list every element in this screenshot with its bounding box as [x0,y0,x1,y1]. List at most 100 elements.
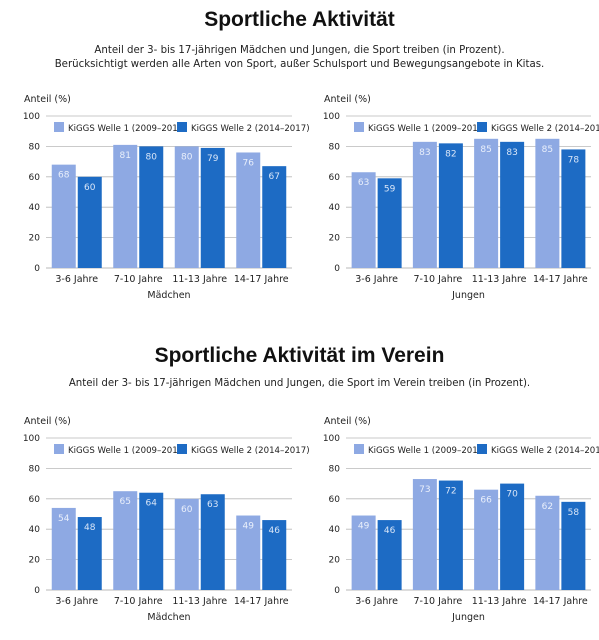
legend-swatch-welle1 [354,444,364,454]
bar-value-label: 54 [58,514,70,524]
bar-value-label: 76 [243,158,255,168]
y-axis-label: Anteil (%) [24,416,71,427]
legend-label-welle2: KiGGS Welle 2 (2014–2017) [491,124,599,134]
y-tick-label: 40 [29,525,41,535]
legend-label-welle2: KiGGS Welle 2 (2014–2017) [191,446,310,456]
legend-label-welle1: KiGGS Welle 1 (2009–2012) [68,124,187,134]
bar-value-label: 49 [243,522,255,532]
bar-welle2 [262,520,287,590]
legend-label-welle2: KiGGS Welle 2 (2014–2017) [191,124,310,134]
bar-value-label: 80 [181,152,193,162]
section-title-sportliche-aktivitaet: Sportliche Aktivität [204,8,395,31]
bar-value-label: 60 [181,505,193,515]
x-tick-label: 7-10 Jahre [413,274,462,285]
bar-welle1 [351,515,376,590]
bar-value-label: 60 [84,183,96,193]
y-tick-label: 100 [323,434,340,444]
legend-swatch-welle2 [477,122,487,132]
y-tick-label: 0 [34,586,40,596]
x-tick-label: 14-17 Jahre [533,274,588,285]
legend-swatch-welle1 [54,444,64,454]
bar-welle2 [77,517,102,590]
x-tick-label: 7-10 Jahre [413,596,462,607]
legend-background [50,442,288,456]
x-axis-label: Jungen [451,290,485,301]
bar-welle2 [77,176,102,268]
x-tick-label: 14-17 Jahre [533,596,588,607]
bar-welle2 [500,483,525,590]
bar-welle1 [535,138,560,268]
bar-welle2 [200,494,225,590]
chart-sport-maedchen: Anteil (%) 0 20 40 60 80 100 68 60 3-6 Jahre 81 80 7… [23,94,310,301]
bar-welle1 [51,164,76,268]
bar-welle1 [474,489,499,590]
bar-value-label: 59 [384,184,396,194]
bar-value-label: 65 [120,497,131,507]
legend-swatch-welle1 [354,122,364,132]
x-tick-label: 3-6 Jahre [55,596,98,607]
section-subtitle-sport-im-verein: Anteil der 3- bis 17-jährigen Mädchen un… [0,377,599,391]
y-tick-label: 80 [329,142,341,152]
bar-welle1 [412,479,437,590]
y-tick-label: 20 [29,234,41,244]
bar-welle2 [139,146,164,268]
bar-welle2 [377,520,402,590]
x-tick-label: 3-6 Jahre [355,596,398,607]
legend-background [50,120,288,134]
x-tick-label: 11-13 Jahre [472,274,527,285]
y-tick-label: 60 [29,173,41,183]
bar-value-label: 64 [146,499,158,509]
x-axis-label: Jungen [451,612,485,623]
bar-value-label: 72 [445,487,456,497]
chart-sport-jungen: Anteil (%) 0 20 40 60 80 100 63 59 3-6 Jahre 83 82 7… [323,94,599,301]
bar-value-label: 66 [480,496,492,506]
x-tick-label: 14-17 Jahre [234,274,289,285]
bar-welle1 [113,144,138,268]
legend-swatch-welle1 [54,122,64,132]
y-tick-label: 80 [329,464,341,474]
x-tick-label: 3-6 Jahre [355,274,398,285]
bar-value-label: 85 [542,145,553,155]
bar-welle2 [561,149,586,268]
y-axis-label: Anteil (%) [324,94,371,105]
y-tick-label: 20 [29,556,41,566]
x-tick-label: 7-10 Jahre [114,596,163,607]
bar-value-label: 63 [207,500,218,510]
bar-welle2 [262,166,287,268]
x-tick-label: 11-13 Jahre [172,274,227,285]
bar-welle1 [351,172,376,268]
y-tick-label: 80 [29,464,41,474]
bar-value-label: 85 [480,145,491,155]
bar-value-label: 70 [506,490,518,500]
bar-welle1 [535,495,560,590]
x-axis-label: Mädchen [147,290,190,301]
x-axis-label: Mädchen [147,612,190,623]
legend-label-welle1: KiGGS Welle 1 (2009–2012) [68,446,187,456]
bar-welle1 [236,152,261,268]
x-tick-label: 11-13 Jahre [472,596,527,607]
bar-value-label: 67 [269,172,280,182]
chart-verein-jungen: Anteil (%) 0 20 40 60 80 100 49 46 3-6 Jahre 73 72 7… [323,416,599,623]
bar-welle2 [438,480,463,590]
bar-value-label: 73 [419,485,430,495]
bar-welle2 [200,147,225,268]
bar-value-label: 68 [58,171,70,181]
bar-welle1 [51,507,76,590]
bar-welle1 [474,138,499,268]
y-tick-label: 80 [29,142,41,152]
legend-label-welle1: KiGGS Welle 1 (2009–2012) [368,446,487,456]
legend-swatch-welle2 [177,122,187,132]
legend-swatch-welle2 [177,444,187,454]
y-tick-label: 40 [329,203,341,213]
x-tick-label: 7-10 Jahre [114,274,163,285]
bar-welle1 [174,146,199,268]
bar-value-label: 48 [84,523,96,533]
bar-welle2 [500,141,525,268]
y-tick-label: 100 [323,112,340,122]
y-tick-label: 60 [329,495,341,505]
y-tick-label: 20 [329,234,341,244]
y-axis-label: Anteil (%) [324,416,371,427]
y-tick-label: 100 [23,112,40,122]
subtitle-line: Berücksichtigt werden alle Arten von Spo… [54,59,545,70]
y-tick-label: 0 [334,586,340,596]
